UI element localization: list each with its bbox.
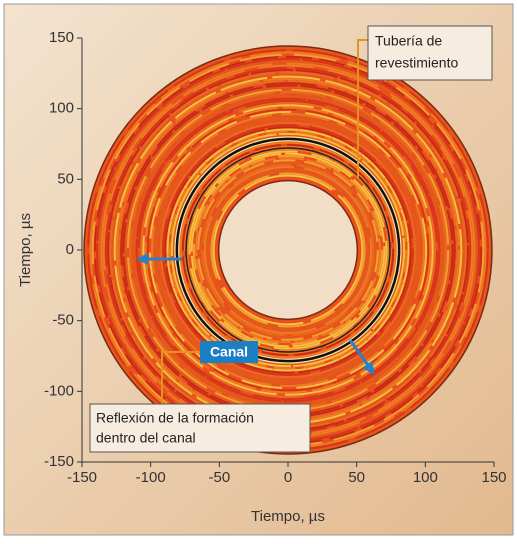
x-tick-label: -100 — [136, 469, 166, 486]
y-tick-label: -100 — [44, 382, 74, 399]
image-ring — [144, 106, 432, 394]
image-ring — [146, 108, 430, 392]
y-tick-label: 50 — [57, 170, 74, 187]
image-ring — [137, 99, 439, 401]
image-ring — [142, 104, 434, 396]
annotation-line: revestimiento — [375, 55, 458, 71]
image-ring — [179, 141, 397, 359]
image-ring — [190, 152, 386, 348]
image-ring — [192, 154, 384, 346]
image-ring — [87, 49, 489, 451]
annotation-line: dentro del canal — [96, 430, 196, 446]
image-ring — [126, 88, 450, 412]
image-ring — [173, 135, 403, 365]
image-ring — [199, 161, 377, 339]
image-ring — [135, 97, 441, 403]
x-tick-label: 150 — [481, 469, 506, 486]
annotation-line: Tubería de — [375, 33, 442, 49]
annotation-graphics — [89, 25, 493, 453]
image-ring — [155, 117, 421, 383]
x-tick-label: 50 — [348, 469, 365, 486]
image-ring — [140, 102, 436, 398]
image-ring — [151, 113, 425, 387]
image-ring — [197, 159, 379, 341]
x-axis-label: Tiempo, µs — [251, 508, 325, 525]
annotation-line: Canal — [210, 344, 248, 360]
image-ring — [186, 148, 390, 352]
image-ring — [153, 115, 423, 385]
y-axis-label: Tiempo, µs — [17, 213, 34, 287]
y-tick-label: -50 — [52, 312, 74, 329]
casing-ring — [175, 137, 401, 363]
image-ring — [184, 146, 392, 354]
image-ring — [148, 110, 428, 390]
x-tick-label: 0 — [284, 469, 292, 486]
image-ring — [201, 163, 375, 337]
image-ring — [170, 132, 406, 368]
y-tick-label: 0 — [66, 241, 74, 258]
y-tick-label: 100 — [49, 100, 74, 117]
image-ring — [188, 150, 388, 350]
image-ring — [212, 174, 364, 326]
image-ring — [203, 165, 373, 335]
image-ring — [166, 128, 410, 372]
image-ring — [210, 172, 366, 328]
y-tick-label: -150 — [44, 453, 74, 470]
image-ring — [206, 168, 370, 332]
image-ring — [181, 143, 395, 357]
image-ring — [208, 170, 368, 330]
x-tick-label: -50 — [208, 469, 230, 486]
annotation-line: Reflexión de la formación — [96, 410, 254, 426]
borehole — [217, 179, 359, 321]
x-tick-label: 100 — [413, 469, 438, 486]
casing-ring — [185, 147, 391, 353]
image-ring — [157, 119, 419, 381]
y-tick-label: 150 — [49, 29, 74, 46]
x-tick-label: -150 — [67, 469, 97, 486]
image-ring — [162, 124, 414, 376]
image-ring — [195, 157, 381, 343]
image-ring — [164, 126, 412, 374]
image-ring — [168, 130, 408, 370]
image-ring — [159, 121, 417, 379]
